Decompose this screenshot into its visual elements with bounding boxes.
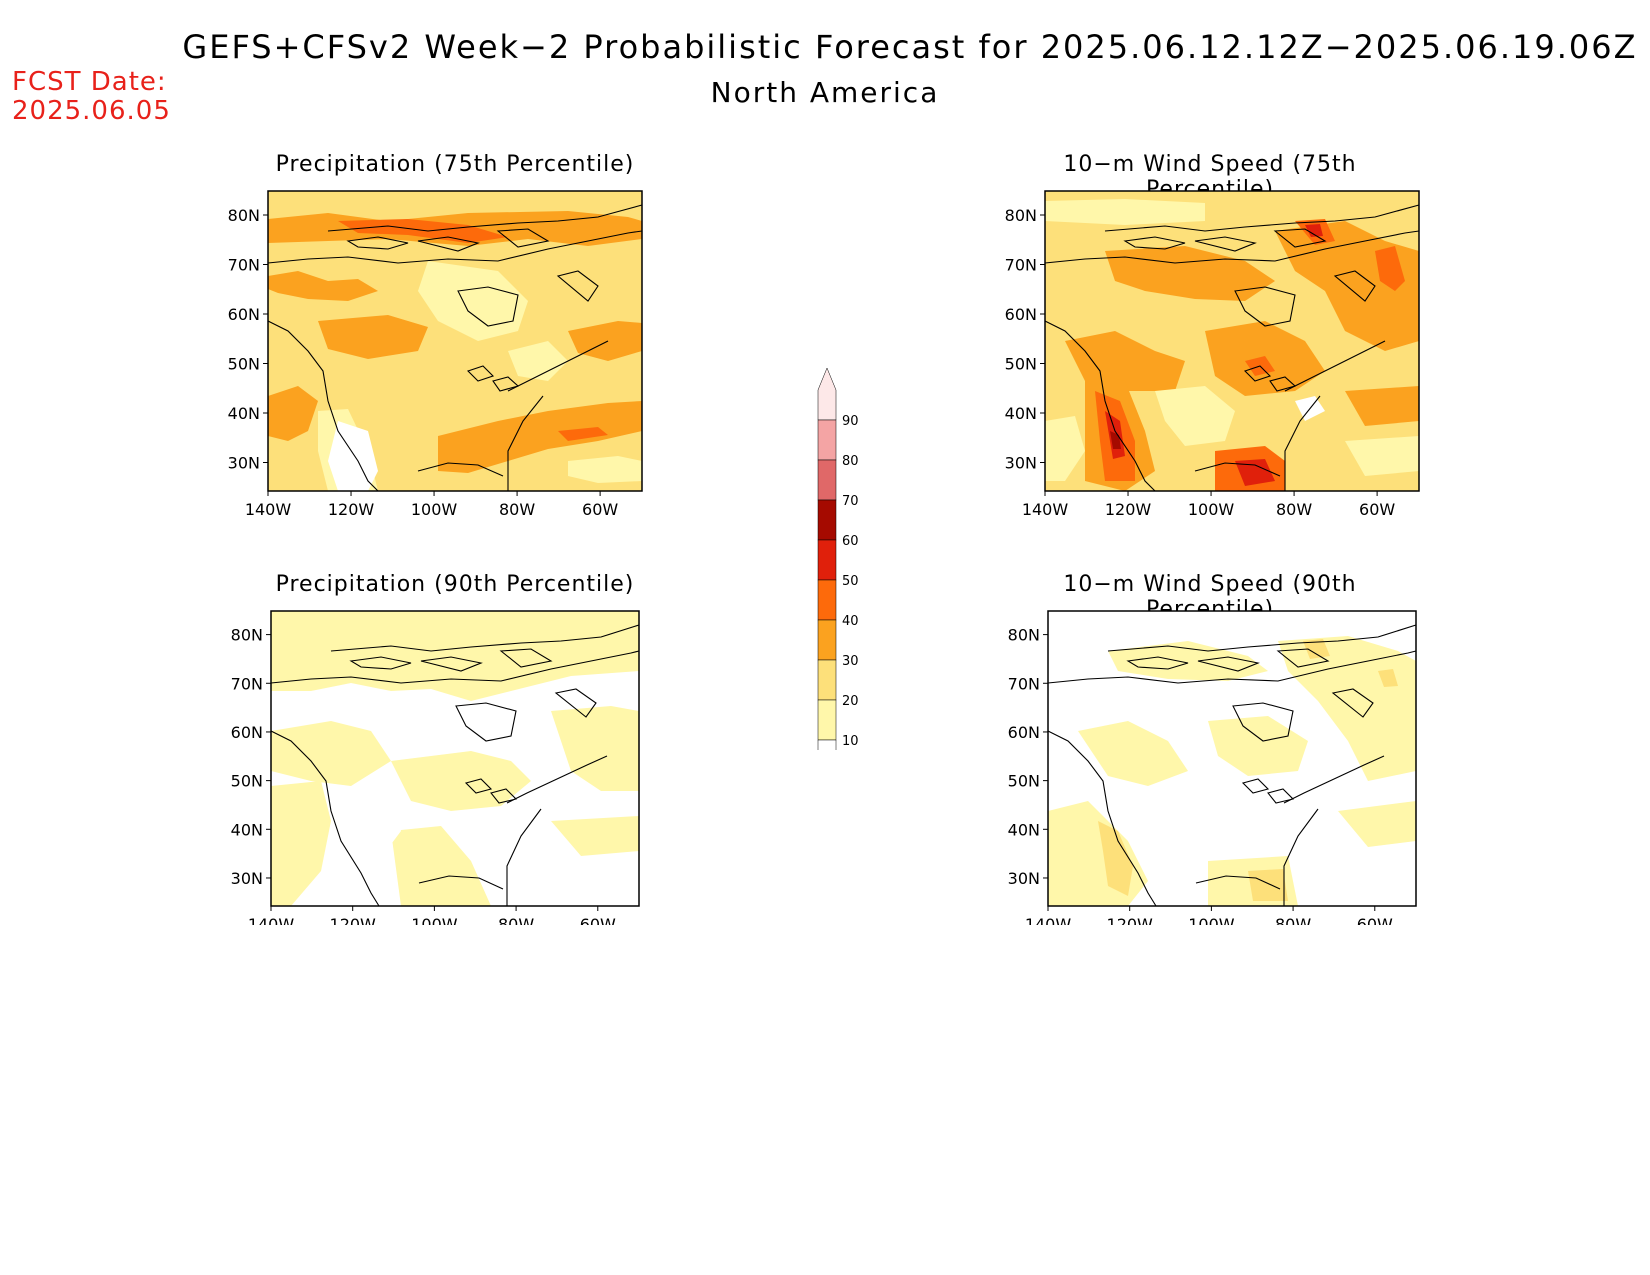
forecast-date: FCST Date: 2025.06.05 (12, 68, 171, 126)
colorbar-box (817, 579, 837, 621)
lat-tick-label: 80N (1008, 626, 1040, 645)
lon-tick-label: 60W (1357, 915, 1393, 925)
colorbar-label: 80 (842, 454, 859, 469)
lat-tick-label: 30N (228, 454, 260, 473)
lat-axis: 80N 70N 60N 50N 40N 30N (1005, 206, 1045, 473)
coastline (267, 204, 643, 492)
colorbar-box (817, 699, 837, 741)
colorbar-label: 70 (842, 494, 859, 509)
lat-axis: 80N 70N 60N 50N 40N 30N (231, 626, 271, 888)
lat-axis: 80N 70N 60N 50N 40N 30N (1008, 626, 1048, 888)
panel-title-wind-75: 10−m Wind Speed (75th Percentile) (1063, 152, 1357, 202)
colorbar-box (817, 419, 837, 461)
lat-tick-label: 60N (1005, 305, 1037, 324)
lon-tick-label: 120W (328, 500, 375, 519)
lon-tick-label: 60W (1359, 500, 1395, 519)
map-frame (267, 190, 643, 492)
map-frame (1047, 610, 1417, 907)
lon-tick-label: 140W (248, 915, 295, 925)
map-wind-90th: 80N 70N 60N 50N 40N 30N 140W 120W 100W 80W 60W (1008, 610, 1417, 925)
lon-tick-label: 60W (580, 915, 616, 925)
lat-tick-label: 70N (231, 674, 263, 693)
forecast-date-label: FCST Date: (12, 67, 167, 97)
lat-tick-label: 40N (228, 404, 260, 423)
lat-tick-label: 30N (1008, 869, 1040, 888)
lat-tick-label: 80N (231, 626, 263, 645)
colorbar-label: 60 (842, 534, 859, 549)
lon-tick-label: 60W (582, 500, 618, 519)
colorbar-label: 40 (842, 614, 859, 629)
colorbar-box (817, 659, 837, 701)
map-wind-75th: 80N 70N 60N 50N 40N 30N 140W 120W 100W 80W 60W (1005, 190, 1420, 519)
lon-tick-label: 100W (1188, 915, 1235, 925)
lat-tick-label: 80N (228, 206, 260, 225)
lon-axis: 140W 120W 100W 80W 60W (1025, 906, 1393, 925)
lon-axis: 140W 120W 100W 80W 60W (245, 491, 618, 519)
lat-tick-label: 60N (231, 723, 263, 742)
lat-tick-label: 40N (1008, 820, 1040, 839)
lon-tick-label: 120W (1105, 500, 1152, 519)
lon-tick-label: 80W (499, 500, 535, 519)
lat-tick-label: 40N (231, 820, 263, 839)
lat-tick-label: 70N (228, 256, 260, 275)
coastline (270, 624, 640, 907)
lon-axis: 140W 120W 100W 80W 60W (248, 906, 616, 925)
coastline (1047, 624, 1417, 907)
forecast-date-value: 2025.06.05 (12, 96, 171, 126)
main-title: GEFS+CFSv2 Week−2 Probabilistic Forecast… (182, 28, 1638, 66)
coastline (1044, 204, 1420, 492)
colorbar-box (817, 459, 837, 501)
lon-axis: 140W 120W 100W 80W 60W (1022, 491, 1395, 519)
lon-tick-label: 140W (1022, 500, 1069, 519)
lat-tick-label: 70N (1008, 674, 1040, 693)
colorbar-label: 30 (842, 654, 859, 669)
colorbar-box (817, 367, 837, 421)
lat-tick-label: 30N (1005, 454, 1037, 473)
colorbar-box (817, 619, 837, 661)
lon-tick-label: 80W (1276, 500, 1312, 519)
colorbar-labels: 10 20 30 40 50 60 70 80 90 (842, 414, 859, 749)
lon-tick-label: 80W (498, 915, 534, 925)
colorbar-label: 10 (842, 734, 859, 749)
colorbar-boxes (817, 367, 837, 750)
lat-tick-label: 40N (1005, 404, 1037, 423)
region-title: North America (710, 76, 940, 109)
map-frame (1044, 190, 1420, 492)
wind-fill-shading (1048, 636, 1416, 906)
lat-tick-label: 50N (1005, 355, 1037, 374)
lon-tick-label: 120W (330, 915, 377, 925)
lat-tick-label: 50N (1008, 772, 1040, 791)
panel-title-precip-75: Precipitation (75th Percentile) (275, 152, 635, 177)
lat-tick-label: 80N (1005, 206, 1037, 225)
lat-tick-label: 50N (228, 355, 260, 374)
lat-tick-label: 30N (231, 869, 263, 888)
map-frame (270, 610, 640, 907)
colorbar-label: 90 (842, 414, 859, 429)
lon-tick-label: 80W (1275, 915, 1311, 925)
lat-tick-label: 60N (228, 305, 260, 324)
colorbar-lower-cap (817, 739, 837, 750)
map-precip-90th: 80N 70N 60N 50N 40N 30N 140W 120W 100W 80W 60W (231, 610, 640, 925)
lon-tick-label: 100W (411, 500, 458, 519)
lat-tick-label: 50N (231, 772, 263, 791)
wind-fill-shading (1045, 199, 1419, 491)
lat-tick-label: 70N (1005, 256, 1037, 275)
lon-tick-label: 140W (245, 500, 292, 519)
lat-axis: 80N 70N 60N 50N 40N 30N (228, 206, 268, 473)
colorbar-legend: 10 20 30 40 50 60 70 80 90 (817, 367, 859, 750)
lon-tick-label: 120W (1107, 915, 1154, 925)
lon-tick-label: 100W (1188, 500, 1235, 519)
lon-tick-label: 100W (411, 915, 458, 925)
colorbar-box (817, 499, 837, 541)
colorbar-box (817, 539, 837, 581)
map-precip-75th: 80N 70N 60N 50N 40N 30N 140W 120W 100W 80W 60W (228, 190, 643, 519)
colorbar-label: 50 (842, 574, 859, 589)
precip-fill-shading (268, 211, 642, 491)
lon-tick-label: 140W (1025, 915, 1072, 925)
lat-tick-label: 60N (1008, 723, 1040, 742)
panel-title-precip-90: Precipitation (90th Percentile) (275, 572, 635, 597)
colorbar-label: 20 (842, 694, 859, 709)
